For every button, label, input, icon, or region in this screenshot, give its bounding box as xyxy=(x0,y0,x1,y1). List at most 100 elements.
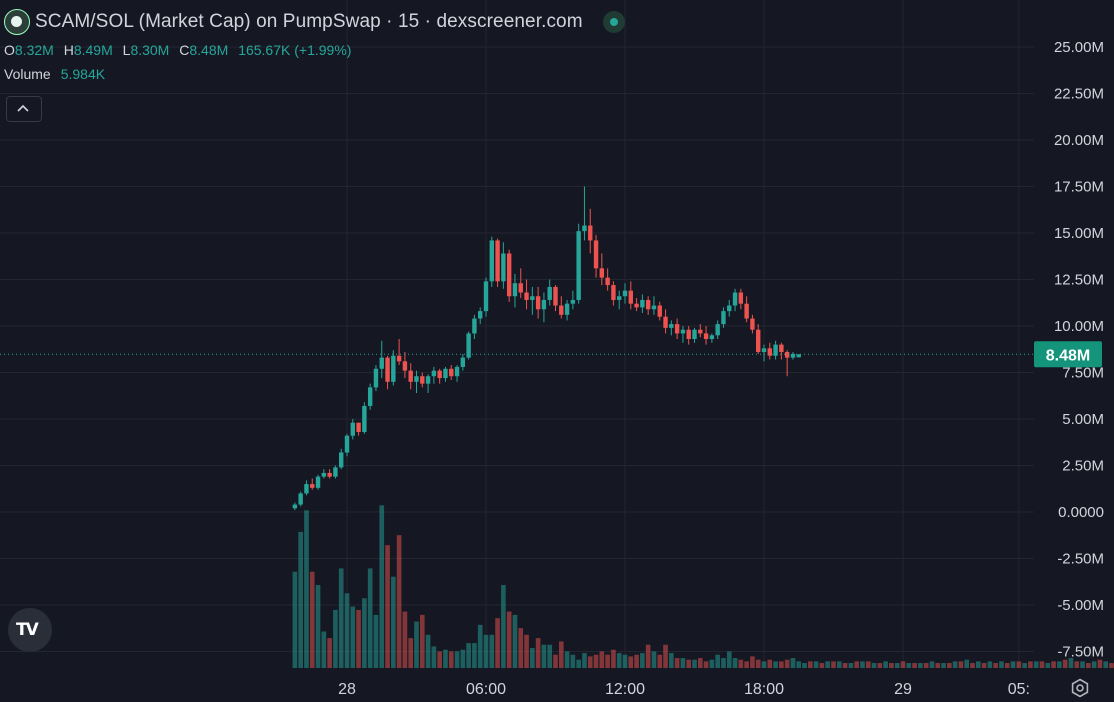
volume-bar xyxy=(553,654,558,668)
candle-body xyxy=(495,240,500,282)
volume-bar xyxy=(373,614,379,668)
candle-body xyxy=(680,329,686,334)
volume-bar xyxy=(935,663,941,668)
volume-bar xyxy=(460,649,466,668)
volume-bar xyxy=(674,658,680,668)
high-value: 8.49M xyxy=(73,42,113,58)
volume-bar xyxy=(738,659,744,668)
candle-body xyxy=(750,318,755,330)
tradingview-logo-icon[interactable]: TV xyxy=(8,608,52,652)
volume-bar xyxy=(999,661,1004,668)
price-tag-label: 8.48M xyxy=(1046,347,1090,364)
volume-bar xyxy=(1028,661,1033,668)
volume-bar xyxy=(576,659,581,668)
volume-bar xyxy=(663,644,668,668)
y-tick-label: 5.00M xyxy=(1062,411,1104,428)
volume-bar xyxy=(477,624,483,668)
x-tick-label: 12:00 xyxy=(605,681,645,698)
collapse-legend-button[interactable] xyxy=(6,96,42,122)
volume-bar xyxy=(1097,659,1103,668)
candle-body xyxy=(784,352,790,358)
candle-body xyxy=(321,472,327,477)
candle-body xyxy=(721,311,726,325)
volume-bar xyxy=(431,646,437,668)
candle-body xyxy=(663,316,668,328)
open-key: O xyxy=(4,42,15,58)
volume-bar xyxy=(437,651,442,668)
candle-body xyxy=(483,281,489,312)
candle-body xyxy=(449,368,454,377)
candle-body xyxy=(651,305,657,310)
volume-bar xyxy=(640,653,645,668)
candle-body xyxy=(727,305,732,312)
volume-bar xyxy=(755,659,761,668)
volume-bar xyxy=(680,658,686,668)
candle-body xyxy=(779,344,784,353)
candle-body xyxy=(756,329,761,353)
y-tick-label: 10.00M xyxy=(1054,318,1104,335)
volume-bar xyxy=(379,505,385,668)
volume-bar xyxy=(808,661,813,668)
volume-bar xyxy=(842,663,848,668)
candle-body xyxy=(617,296,622,300)
volume-bar xyxy=(767,659,773,668)
volume-bar xyxy=(912,663,917,668)
gear-icon[interactable] xyxy=(1070,678,1090,698)
candle-body xyxy=(506,253,512,297)
volume-bar xyxy=(871,663,877,668)
candle-body xyxy=(460,357,466,367)
candle-body xyxy=(466,333,471,358)
candle-body xyxy=(454,366,460,377)
y-tick-label: -5.00M xyxy=(1057,597,1104,614)
candle-body xyxy=(709,335,715,340)
candle-body xyxy=(339,452,344,468)
volume-bar xyxy=(1010,661,1016,668)
volume-bar xyxy=(547,644,553,668)
chart-title: SCAM/SOL (Market Cap) on PumpSwap · 15 ·… xyxy=(35,11,583,32)
y-tick-label: 20.00M xyxy=(1054,132,1104,149)
volume-bar xyxy=(512,614,518,668)
candle-body xyxy=(315,476,321,488)
candle-body xyxy=(767,348,772,356)
volume-bar xyxy=(333,609,338,668)
volume-bar xyxy=(686,659,692,668)
volume-bar xyxy=(599,651,605,668)
volume-bar xyxy=(1103,661,1109,668)
volume-bar xyxy=(732,658,738,668)
low-key: L xyxy=(122,42,131,58)
volume-bar xyxy=(923,663,929,668)
volume-bar xyxy=(1039,661,1045,668)
volume-bar xyxy=(628,656,634,668)
y-tick-label: -7.50M xyxy=(1057,644,1104,661)
volume-bar xyxy=(419,614,425,668)
candle-body xyxy=(738,292,744,304)
volume-bar xyxy=(657,654,663,668)
volume-bar xyxy=(970,663,975,668)
volume-bar xyxy=(501,585,506,668)
volume-bar xyxy=(964,659,970,668)
volume-bar xyxy=(929,661,935,668)
volume-bar xyxy=(894,663,900,668)
y-tick-label: 12.50M xyxy=(1054,272,1104,289)
volume-bar xyxy=(402,611,408,668)
volume-bar xyxy=(779,661,784,668)
open-value: 8.32M xyxy=(14,42,54,58)
volume-bar xyxy=(1091,661,1097,668)
volume-bar xyxy=(883,661,888,668)
volume-bar xyxy=(721,658,726,668)
volume-bar xyxy=(506,611,512,668)
volume-bar xyxy=(900,661,906,668)
candle-body xyxy=(333,467,338,477)
candle-body xyxy=(640,299,645,308)
volume-bar xyxy=(1022,663,1027,668)
volume-bar xyxy=(530,648,535,668)
volume-bar xyxy=(593,654,599,668)
volume-bar xyxy=(773,661,778,668)
candle-body xyxy=(356,422,361,433)
candle-body xyxy=(674,324,680,334)
candle-body xyxy=(414,376,419,382)
high-key: H xyxy=(63,42,74,58)
volume-bar xyxy=(350,606,356,668)
volume-bar xyxy=(611,649,616,668)
